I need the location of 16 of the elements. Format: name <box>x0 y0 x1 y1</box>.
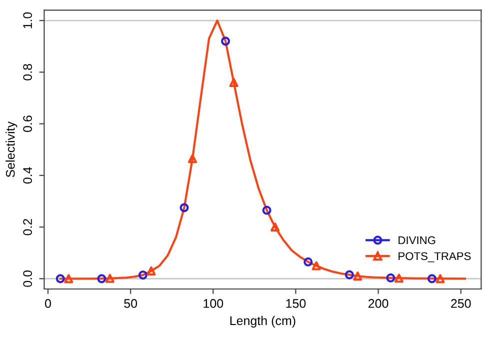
y-axis-title: Selectivity <box>6 121 18 178</box>
x-axis-title: Length (cm) <box>230 316 296 328</box>
x-tick-label: 50 <box>124 299 138 308</box>
x-tick-label: 250 <box>451 299 471 308</box>
y-tick-label: 0.4 <box>23 167 32 184</box>
y-tick-label: 1.0 <box>23 12 32 28</box>
x-tick-label: 150 <box>286 299 306 308</box>
y-tick-label: 0.2 <box>23 218 32 236</box>
y-tick-label: 0.6 <box>23 116 32 132</box>
y-tick-label: 0.8 <box>23 64 32 80</box>
x-tick-label: 0 <box>45 299 51 308</box>
legend-label: POTS_TRAPS <box>398 252 471 262</box>
x-tick-label: 100 <box>204 299 224 308</box>
legend-label: DIVING <box>398 236 436 244</box>
x-tick-label: 200 <box>368 299 388 308</box>
y-tick-label: 0.0 <box>23 270 32 287</box>
